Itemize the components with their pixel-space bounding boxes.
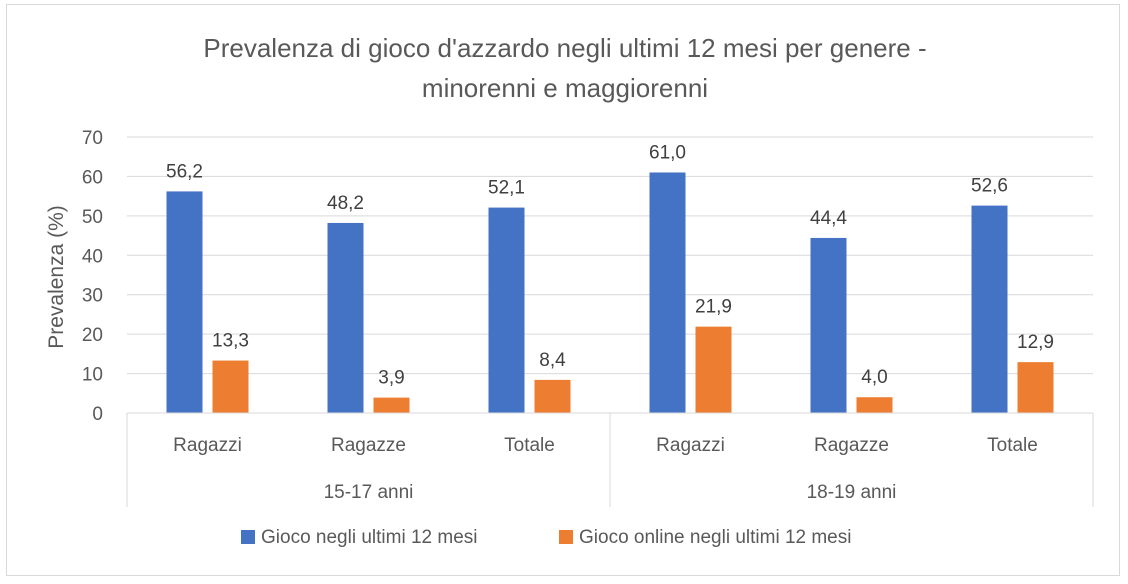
data-label: 56,2 [166,161,203,182]
data-label: 21,9 [695,297,732,318]
data-label: 4,0 [861,367,887,388]
y-tick-label: 10 [82,365,103,386]
data-label: 12,9 [1017,332,1054,353]
x-tick-label: Ragazzi [656,435,725,456]
bar [327,222,364,413]
chart-title-line-2: minorenni e maggiorenni [422,73,708,103]
legend-label: Gioco online negli ultimi 12 mesi [579,527,851,548]
y-tick-label: 0 [92,404,103,425]
bar [856,397,893,413]
data-label: 61,0 [649,142,686,163]
y-tick-label: 70 [82,128,103,149]
x-group-label: 18-19 anni [807,482,897,503]
x-tick-label: Totale [504,435,555,456]
x-tick-label: Totale [987,435,1038,456]
x-axis: Ragazzi Ragazze Totale 15-17 anni Ragazzi Rag… [126,412,1094,507]
legend-swatch [241,530,255,544]
legend-swatch [559,530,573,544]
bar [373,397,410,413]
chart-area[interactable]: Prevalenza di gioco d'azzardo negli ulti… [6,4,1120,576]
data-label: 48,2 [327,193,364,214]
bar [810,237,847,413]
y-axis-label: Prevalenza (%) [45,205,68,349]
legend: Gioco negli ultimi 12 mesi Gioco online n… [241,527,851,548]
chart-title-line-1: Prevalenza di gioco d'azzardo negli ulti… [203,33,926,63]
x-tick-label: Ragazze [331,435,406,456]
bar [971,205,1008,413]
bar [695,326,732,413]
y-axis: 0 10 20 30 40 50 60 70 [82,128,103,425]
data-label: 8,4 [539,350,566,371]
bars: 56,2 48,2 52,1 61,0 44,4 52,6 13,3 3,9 8,4 21,9 4,… [166,142,1054,413]
data-label: 13,3 [212,331,249,352]
bar [534,379,571,413]
bar-chart: Prevalenza di gioco d'azzardo negli ulti… [45,33,1094,548]
y-tick-label: 30 [82,286,103,307]
data-label: 52,1 [488,178,525,199]
gridlines [127,136,1093,414]
bar [212,360,249,413]
data-label: 44,4 [810,208,847,229]
x-group-label: 15-17 anni [324,482,414,503]
legend-label: Gioco negli ultimi 12 mesi [261,527,477,548]
data-label: 3,9 [378,368,404,389]
x-tick-label: Ragazze [814,435,889,456]
bar [488,207,525,413]
bar [166,191,203,413]
y-tick-label: 20 [82,325,103,346]
y-tick-label: 60 [82,167,103,188]
bar [1017,362,1054,413]
y-tick-label: 50 [82,207,103,228]
y-tick-label: 40 [82,246,103,267]
x-tick-label: Ragazzi [173,435,242,456]
chart-title: Prevalenza di gioco d'azzardo negli ulti… [203,33,926,103]
bar [649,172,686,413]
data-label: 52,6 [971,176,1008,197]
